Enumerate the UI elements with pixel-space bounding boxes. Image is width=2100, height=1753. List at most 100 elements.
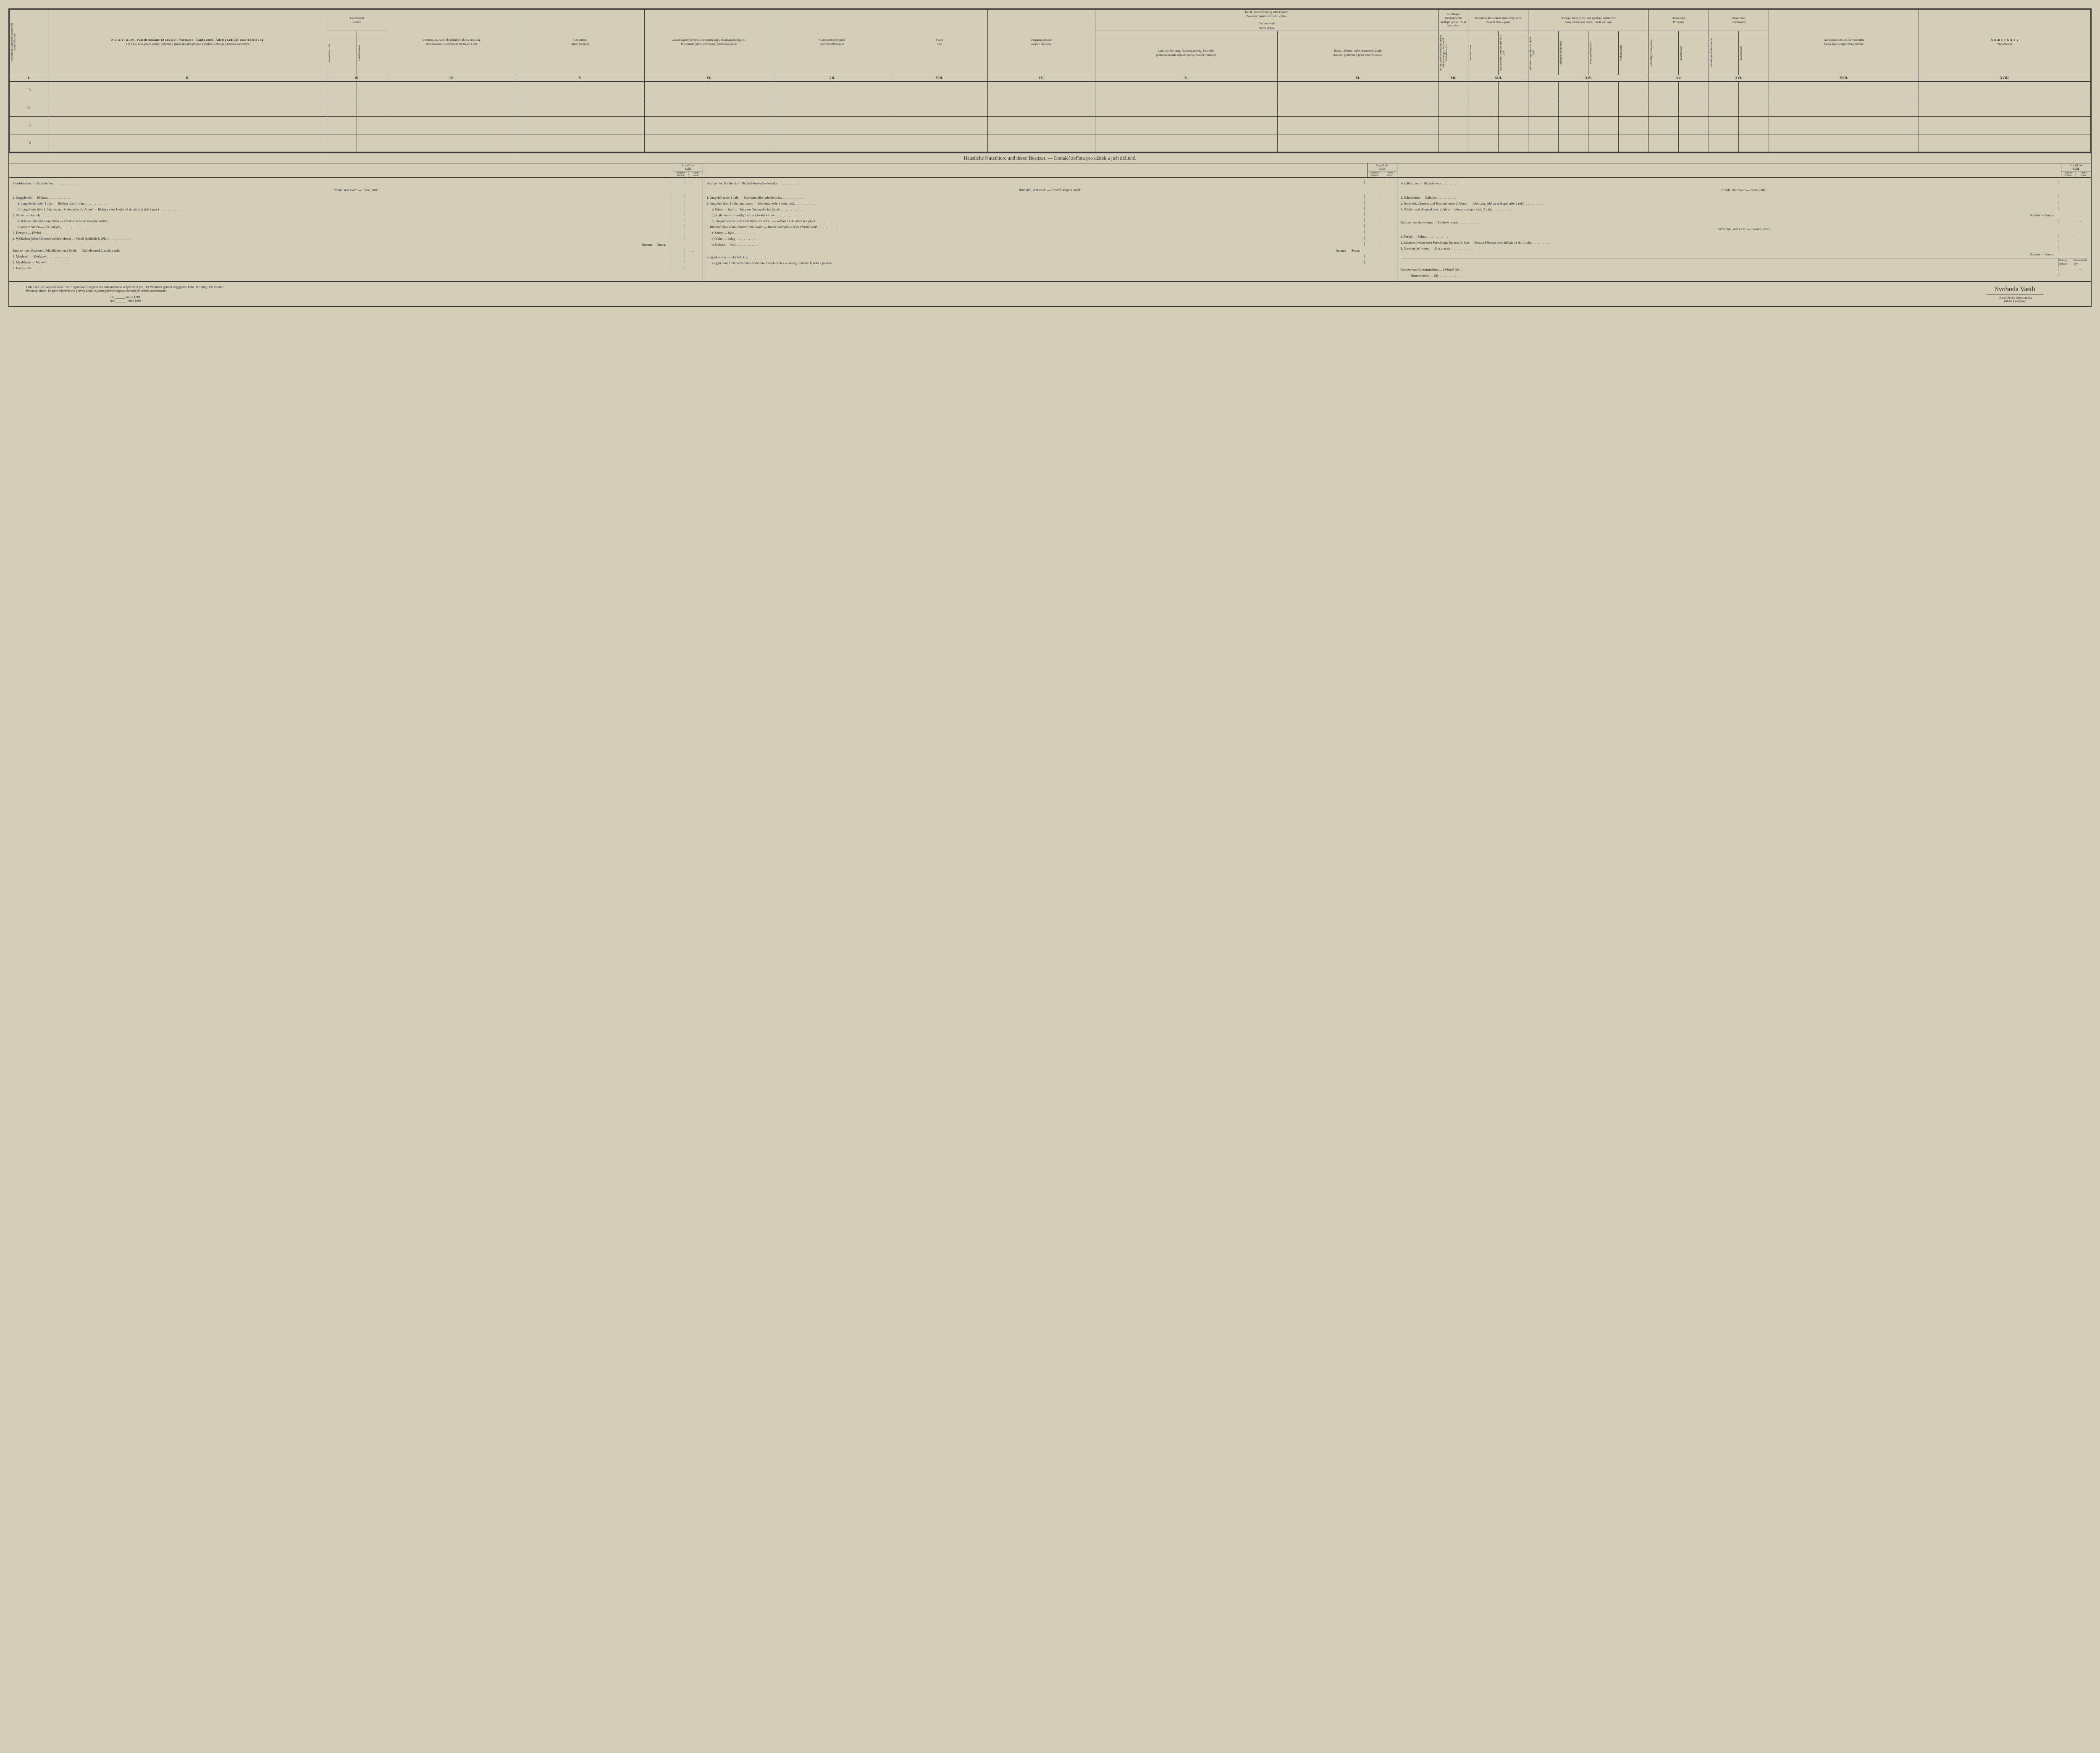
roman-17: XVII. <box>1769 75 1919 81</box>
hdr-sub14b: taubstumm hluchoněmý <box>1558 31 1588 75</box>
row-number: 13 <box>10 81 48 99</box>
roman-10: X. <box>1095 75 1277 81</box>
sheep-owners: Schafbesitzer — Držitelé ovcí <box>1401 181 2056 186</box>
list-item: 2. Läuferschweine oder Frischlinge bis z… <box>1401 239 2087 245</box>
cattle-sum: Summe — Suma. <box>706 248 1393 253</box>
list-item: 3. Sonstige Schweine — Jiná prasata <box>1401 245 2087 251</box>
hdr-sub16a: zeitweilig nepřítomný na čas <box>1709 31 1739 75</box>
hdr-sub14c: irrsinnig choromyslný <box>1588 31 1619 75</box>
roman-3: III. <box>327 75 387 81</box>
goats-owners: Ziegenbesitzer — Držitelé koz. <box>706 255 1362 260</box>
roman-16: XVI. <box>1709 75 1769 81</box>
list-item: 1. Maulesel — Mezkové <box>13 253 699 259</box>
hdr-remarks: A n m e r k u n gPřipomenutí <box>1919 10 2091 75</box>
livestock-title: Häusliche Nutzthiere und deren Besitzer.… <box>9 152 2091 163</box>
livestock-col-sheep: Anzahl derKolik BesitzerdržitelůThierezv… <box>1397 163 2091 281</box>
beehives: Bienenstöcke — Úly <box>1411 273 2056 279</box>
hdr-defects: Etwaige körperliche und geistige Gebrech… <box>1528 10 1648 31</box>
cattle-owners: Besitzer von Rindvieh — Držitelé hovězíh… <box>706 181 1362 186</box>
beehive-owners: Besitzer von Bienenstöcken — Držitelé úl… <box>1401 268 2056 273</box>
hdr-status: StandStav <box>891 10 988 75</box>
list-item: 3. Widder und Hammel über 2 Jahre — Bera… <box>1401 206 2087 212</box>
list-item: 2. Jungvieh über 1 Jahr, und zwar: — Jal… <box>706 200 1393 206</box>
roman-1: I. <box>10 75 48 81</box>
hdr-occupation: Beruf, Beschäftigung oder ErwerbPovolání… <box>1095 10 1438 31</box>
list-item: b) andere Stuten — jiné kobyly <box>13 224 699 230</box>
census-form: Fortlaufende Zahl der Personen Pořád jdo… <box>8 8 2092 307</box>
sig-note-de: (Raum für die Unterschrift.) <box>1956 296 2074 300</box>
list-item: a) Jungpferde unter 1 Jahr — Hříbata níž… <box>13 200 699 206</box>
pigs-sum: Summe — Suma. <box>1401 252 2087 257</box>
cattle-sub: Rindvieh, und zwar: — Hovězí dobytek, to… <box>706 188 1393 193</box>
hdr-whereabouts: Aufenthaltsort des AbwesendenMísto, kde … <box>1769 10 1919 75</box>
hdr-literacy: Kenntniß des Lesens und SchreibensZnalos… <box>1468 10 1528 31</box>
horses-sum: Summe — Suma. <box>13 242 699 247</box>
sig-note-cz: (Místo k podpisu.) <box>1956 300 2074 303</box>
hdr-side-job: Allfälliger NebenerwerbVedlejší výživa, … <box>1438 10 1468 31</box>
roman-14: XIV. <box>1528 75 1648 81</box>
list-item: Ziegen ohne Unterschied des Alters und G… <box>706 260 1393 266</box>
livestock-col-horses: Anzahl derKolik BesitzerdržitelůThierezv… <box>9 163 703 281</box>
table-row: 15 <box>10 117 2091 134</box>
hdr-position: ämtliche Stellung, Nahrungszweig, Gewerb… <box>1095 31 1277 75</box>
roman-11: XI. <box>1277 75 1438 81</box>
signature: Svoboda Vasili <box>1987 286 2044 294</box>
hdr-birthplace: GeburtsortMísto narození <box>516 10 644 75</box>
list-item: 1. Jungpferde: — Hříbata: <box>13 194 699 200</box>
roman-2: II. <box>48 75 327 81</box>
list-item: 2. Maulthiere — Mulové <box>13 259 699 265</box>
mules-owners: Besitzer von Maulesein, Maulthieren und … <box>13 248 668 253</box>
table-row: 13 <box>10 81 2091 99</box>
list-item: c) Jungochsen bis zum Gebrauche für Arbe… <box>706 218 1393 224</box>
date-de: am ______ Jäner 1881. <box>110 295 142 299</box>
hdr-male: männlich mužské <box>327 31 357 75</box>
hdr-sub13a: kann nur lesen <box>1468 31 1499 75</box>
row-number: 16 <box>10 134 48 152</box>
list-item: 4. Wallachen (ohne Unterschied des Alter… <box>13 236 699 242</box>
list-item: 1. Schafmütter — Bahnice <box>1401 194 2087 200</box>
hdr-female: weiblich ženské <box>357 31 387 75</box>
list-item: 2. Jungvieh, Lämmer und Hammel unter 2 J… <box>1401 200 2087 206</box>
list-item: a) belegte oder mit Saugfohlen — zhřebné… <box>13 218 699 224</box>
roman-18: XVIII. <box>1919 75 2091 81</box>
hdr-sub14d: blödsinnig blbý <box>1618 31 1648 75</box>
horses-sub: Pferde, und zwar: — Koně, totiž: <box>13 188 699 193</box>
table-row: 16 <box>10 134 2091 152</box>
roman-7: VII. <box>773 75 891 81</box>
roman-8: VIII. <box>891 75 988 81</box>
persons-table: Fortlaufende Zahl der Personen Pořád jdo… <box>9 9 2091 152</box>
list-item: b) Jungpferde über 1 Jahr bis zum Gebrau… <box>13 206 699 212</box>
horses-owners: Pferdebesitzer — Držitelé koní <box>13 181 668 186</box>
list-item: b) Kalbinen — prvničky | až do užívání k… <box>706 212 1393 218</box>
declaration-de: Daß ich Alles, was ich in den vorliegend… <box>26 285 1956 289</box>
hdr-language: UmgangsspracheJazyk v obcování <box>988 10 1095 75</box>
hdr-sub12: bei der Landwirthschaft, bei andren Indu… <box>1438 31 1468 75</box>
livestock-col-cattle: Anzahl derKolik BesitzerdržitelůThierezv… <box>703 163 1397 281</box>
hdr-domicile: Zuständigkeit (Heimatsberechtigung), Sta… <box>644 10 773 75</box>
hdr-absent: AbwesendNepřítomný <box>1709 10 1769 31</box>
roman-5: V. <box>516 75 644 81</box>
hdr-sub15a: zeitweilig přítomný na čas <box>1648 31 1679 75</box>
list-item: 2. Stuten: — Kobyly: <box>13 212 699 218</box>
hdr-sub16b: dauernd trvale <box>1739 31 1769 75</box>
row-number: 15 <box>10 117 48 134</box>
hdr-religion: GlaubensbekenntnißVyznání náboženské <box>773 10 891 75</box>
sheep-sum: Summe — Suma. <box>1401 213 2087 218</box>
list-item: 1. Ferkel — Selata <box>1401 234 2087 239</box>
roman-9: IX. <box>988 75 1095 81</box>
livestock-table: Anzahl derKolik BesitzerdržitelůThierezv… <box>9 163 2091 281</box>
hdr-sub15b: dauernd trvale <box>1679 31 1709 75</box>
hdr-sub14a: auf beiden Augen blind na obě oči slepý <box>1528 31 1559 75</box>
list-item: 3. Esel — Osli <box>13 265 699 271</box>
date-cz: dne ______ ledna 1881. <box>110 299 142 303</box>
list-item: c) Ochsen — voli <box>706 242 1393 247</box>
hdr-sub13b: kann lesen und schreiben umí číst a psát <box>1498 31 1528 75</box>
table-row: 14 <box>10 99 2091 117</box>
roman-4: IV. <box>387 75 516 81</box>
roman-6: VI. <box>644 75 773 81</box>
list-item: 1. Jungvieh unter 1 Jahr — Jalovizna níž… <box>706 194 1393 200</box>
roman-13: XIII. <box>1468 75 1528 81</box>
list-item: b) Kühe — krávy <box>706 236 1393 242</box>
pigs-sub: Schweine, und zwar: — Prasata, totiž: <box>1401 227 2087 232</box>
footer: Daß ich Alles, was ich in den vorliegend… <box>9 281 2091 306</box>
